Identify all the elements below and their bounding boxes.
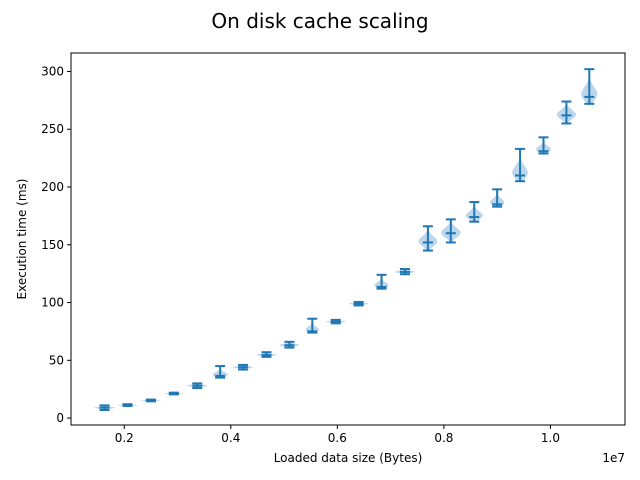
y-axis-ticks: 0 50 100 150 200 250 300 xyxy=(41,64,71,425)
x-axis-ticks: 0.2 0.4 0.6 0.8 1.0 xyxy=(115,425,560,445)
y-axis-label: Execution time (ms) xyxy=(15,179,29,300)
x-tick-label: 0.2 xyxy=(115,431,134,445)
x-tick-label: 1.0 xyxy=(541,431,560,445)
x-tick-label: 0.4 xyxy=(221,431,240,445)
y-tick-label: 150 xyxy=(41,238,64,252)
y-tick-label: 100 xyxy=(41,296,64,310)
chart-title: On disk cache scaling xyxy=(211,9,428,33)
y-tick-label: 250 xyxy=(41,122,64,136)
violin-series xyxy=(94,68,598,411)
y-tick-label: 300 xyxy=(41,64,64,78)
x-tick-label: 0.8 xyxy=(434,431,453,445)
x-tick-label: 0.6 xyxy=(328,431,347,445)
x-axis-label: Loaded data size (Bytes) xyxy=(274,451,423,465)
y-tick-label: 200 xyxy=(41,180,64,194)
plot-frame xyxy=(70,52,626,426)
y-tick-label: 50 xyxy=(49,353,64,367)
x-axis-offset-label: 1e7 xyxy=(602,451,625,465)
y-tick-label: 0 xyxy=(56,411,64,425)
